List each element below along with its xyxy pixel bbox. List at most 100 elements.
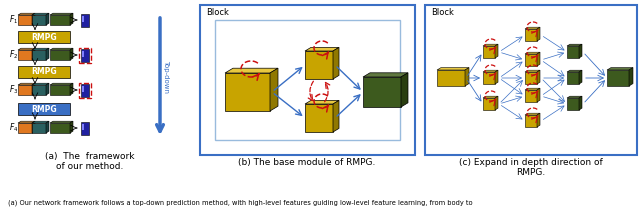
Polygon shape: [32, 48, 35, 60]
Polygon shape: [567, 44, 582, 46]
Text: $F_4$: $F_4$: [9, 122, 19, 134]
Text: $F_2$: $F_2$: [9, 49, 19, 61]
Polygon shape: [50, 50, 70, 60]
Text: $F_1$: $F_1$: [9, 14, 19, 26]
Polygon shape: [32, 123, 46, 133]
Polygon shape: [225, 68, 278, 73]
Polygon shape: [32, 83, 35, 95]
Polygon shape: [32, 13, 49, 15]
Text: (c) Expand in depth direction of
RMPG.: (c) Expand in depth direction of RMPG.: [459, 158, 603, 177]
Polygon shape: [305, 47, 339, 51]
Polygon shape: [537, 88, 540, 102]
Polygon shape: [629, 68, 633, 86]
Polygon shape: [525, 70, 540, 72]
Polygon shape: [50, 123, 70, 133]
FancyBboxPatch shape: [82, 124, 84, 130]
Polygon shape: [483, 98, 495, 110]
Polygon shape: [50, 85, 70, 95]
FancyBboxPatch shape: [18, 66, 70, 78]
Polygon shape: [46, 121, 49, 133]
Polygon shape: [32, 121, 49, 123]
FancyBboxPatch shape: [200, 5, 415, 155]
Polygon shape: [50, 13, 73, 15]
Polygon shape: [483, 70, 498, 72]
Polygon shape: [46, 13, 49, 25]
Polygon shape: [32, 83, 49, 85]
Polygon shape: [333, 47, 339, 79]
Polygon shape: [50, 48, 73, 50]
Polygon shape: [305, 51, 333, 79]
Polygon shape: [18, 48, 35, 50]
Polygon shape: [525, 52, 540, 54]
Polygon shape: [18, 85, 32, 95]
Polygon shape: [525, 88, 540, 90]
Polygon shape: [70, 48, 73, 60]
FancyBboxPatch shape: [18, 31, 70, 43]
Polygon shape: [525, 27, 540, 29]
Polygon shape: [483, 44, 498, 46]
Polygon shape: [495, 44, 498, 58]
Polygon shape: [525, 115, 537, 127]
Polygon shape: [401, 73, 408, 107]
Polygon shape: [305, 100, 339, 104]
Polygon shape: [567, 98, 579, 110]
Polygon shape: [18, 121, 35, 123]
Polygon shape: [525, 72, 537, 84]
Polygon shape: [32, 85, 46, 95]
FancyBboxPatch shape: [82, 86, 84, 92]
Polygon shape: [333, 100, 339, 132]
Polygon shape: [32, 48, 49, 50]
Polygon shape: [465, 68, 469, 86]
Polygon shape: [579, 70, 582, 84]
Polygon shape: [70, 83, 73, 95]
Text: Block: Block: [431, 8, 454, 17]
FancyBboxPatch shape: [18, 103, 70, 115]
Polygon shape: [46, 48, 49, 60]
Polygon shape: [18, 13, 35, 15]
Polygon shape: [525, 90, 537, 102]
Polygon shape: [495, 70, 498, 84]
Polygon shape: [225, 73, 270, 111]
Polygon shape: [437, 70, 465, 86]
Polygon shape: [537, 27, 540, 41]
Text: Block: Block: [206, 8, 229, 17]
Polygon shape: [32, 15, 46, 25]
Polygon shape: [579, 96, 582, 110]
Polygon shape: [70, 13, 73, 25]
FancyBboxPatch shape: [82, 16, 84, 22]
Text: RMPG: RMPG: [31, 104, 57, 113]
Polygon shape: [437, 68, 469, 70]
Polygon shape: [607, 68, 633, 70]
FancyBboxPatch shape: [81, 84, 89, 97]
Polygon shape: [18, 123, 32, 133]
Polygon shape: [46, 83, 49, 95]
Polygon shape: [607, 70, 629, 86]
Polygon shape: [483, 46, 495, 58]
Polygon shape: [305, 104, 333, 132]
Polygon shape: [537, 70, 540, 84]
Polygon shape: [567, 96, 582, 98]
Polygon shape: [525, 113, 540, 115]
Polygon shape: [50, 15, 70, 25]
Polygon shape: [363, 77, 401, 107]
Text: (a)  The  framework
of our method.: (a) The framework of our method.: [45, 152, 135, 171]
FancyBboxPatch shape: [425, 5, 637, 155]
Polygon shape: [50, 83, 73, 85]
Polygon shape: [483, 96, 498, 98]
Polygon shape: [567, 72, 579, 84]
Polygon shape: [567, 70, 582, 72]
Polygon shape: [483, 72, 495, 84]
Polygon shape: [18, 15, 32, 25]
FancyBboxPatch shape: [81, 14, 89, 27]
FancyBboxPatch shape: [82, 51, 84, 57]
Polygon shape: [525, 29, 537, 41]
Polygon shape: [579, 44, 582, 58]
Text: RMPG: RMPG: [31, 68, 57, 76]
Text: (b) The base module of RMPG.: (b) The base module of RMPG.: [238, 158, 376, 167]
Polygon shape: [270, 68, 278, 111]
Polygon shape: [537, 52, 540, 66]
Text: Top-down: Top-down: [163, 60, 169, 93]
FancyBboxPatch shape: [81, 49, 89, 62]
Polygon shape: [18, 50, 32, 60]
Polygon shape: [70, 121, 73, 133]
